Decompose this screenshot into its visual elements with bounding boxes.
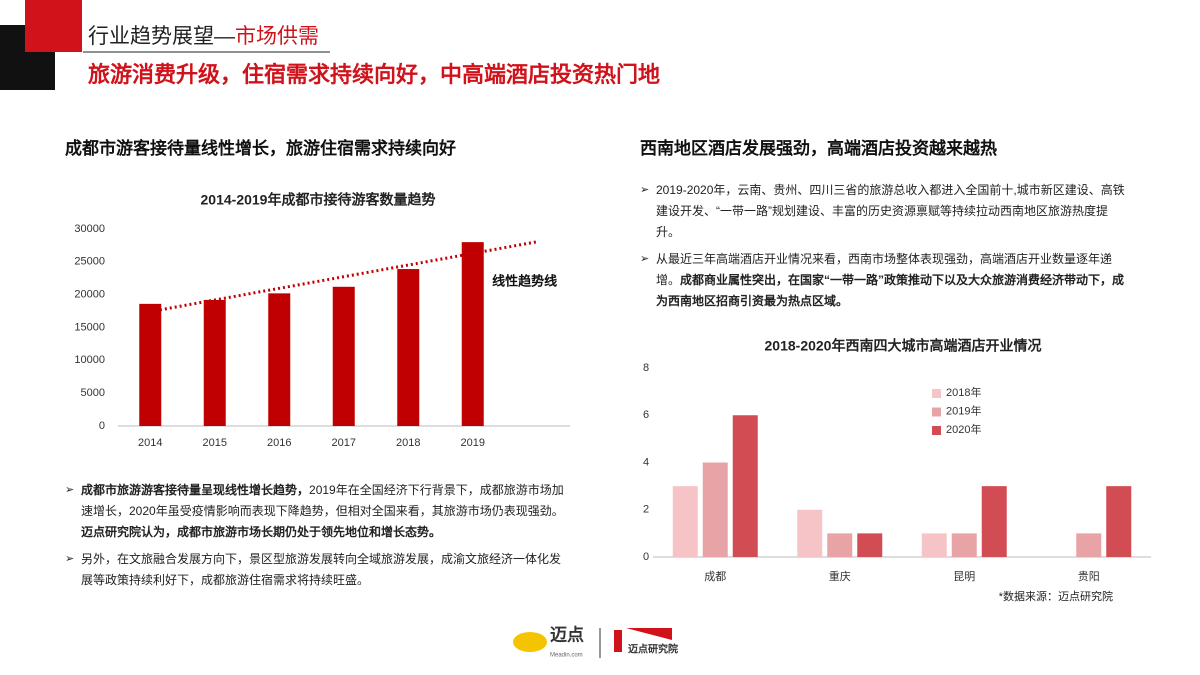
bar bbox=[732, 415, 758, 557]
bullet-text: 成都商业属性突出，在国家“一带一路”政策推动下以及大众旅游消费经济带动下，成为西… bbox=[656, 273, 1125, 308]
legend-swatch bbox=[932, 407, 941, 417]
y-tick-label: 8 bbox=[643, 362, 649, 374]
x-tick-label: 2014 bbox=[138, 437, 162, 449]
bar bbox=[981, 486, 1007, 557]
trendline bbox=[159, 240, 538, 312]
legend-label: 2019年 bbox=[946, 403, 981, 417]
bar bbox=[332, 286, 355, 426]
bar bbox=[1076, 533, 1102, 557]
bullet-text: 迈点研究院认为，成都市旅游市场长期仍处于领先地位和增长态势。 bbox=[81, 525, 442, 539]
bar bbox=[951, 533, 977, 557]
x-tick-label: 昆明 bbox=[953, 570, 975, 583]
y-tick-label: 4 bbox=[643, 456, 649, 468]
bar bbox=[203, 299, 226, 426]
title-prefix: 行业趋势展望— bbox=[88, 25, 235, 48]
bar bbox=[268, 293, 291, 426]
x-tick-label: 2016 bbox=[267, 437, 291, 449]
x-tick-label: 2018 bbox=[396, 437, 420, 449]
y-tick-label: 0 bbox=[643, 551, 649, 563]
y-tick-label: 10000 bbox=[74, 354, 105, 366]
bullet: 2019-2020年，云南、贵州、四川三省的旅游总收入都进入全国前十,城市新区建… bbox=[640, 180, 1125, 243]
bullet-text: 成都市旅游游客接待量呈现线性增长趋势， bbox=[81, 483, 310, 497]
legend-swatch bbox=[932, 426, 941, 435]
bullet-text: 2019-2020年，云南、贵州、四川三省的旅游总收入都进入全国前十,城市新区建… bbox=[656, 183, 1125, 239]
bullet-list: 成都市旅游游客接待量呈现线性增长趋势，2019年在全国经济下行背景下，成都旅游市… bbox=[65, 480, 570, 597]
bar bbox=[672, 486, 698, 557]
bar bbox=[461, 242, 484, 426]
x-tick-label: 贵阳 bbox=[1078, 570, 1100, 583]
y-tick-label: 2 bbox=[643, 504, 649, 516]
section-heading: 成都市游客接待量线性增长，旅游住宿需求持续向好 bbox=[65, 139, 456, 158]
source-note: *数据来源：迈点研究院 bbox=[999, 589, 1113, 603]
bullet: 成都市旅游游客接待量呈现线性增长趋势，2019年在全国经济下行背景下，成都旅游市… bbox=[65, 480, 570, 543]
brand-icon bbox=[614, 630, 622, 652]
footer: 迈点 Meadin.com 迈点研究院 bbox=[513, 624, 678, 659]
y-tick-label: 15000 bbox=[74, 321, 105, 333]
bar bbox=[827, 533, 853, 557]
x-tick-label: 2019 bbox=[461, 437, 485, 449]
brand-flag bbox=[626, 628, 672, 640]
chart-title: 2014-2019年成都市接待游客数量趋势 bbox=[201, 192, 436, 208]
bullet: 另外，在文旅融合发展方向下，景区型旅游发展转向全域旅游发展，成渝文旅经济一体化发… bbox=[65, 549, 570, 591]
x-tick-label: 2017 bbox=[332, 437, 356, 449]
bar bbox=[1106, 486, 1132, 557]
logo-sub: Meadin.com bbox=[550, 653, 583, 659]
subtitle: 旅游消费升级，住宿需求持续向好，中高端酒店投资热门地 bbox=[88, 62, 660, 87]
y-tick-label: 6 bbox=[643, 409, 649, 421]
bullet-text: 2019年在全国经济下行背景下，成都旅游市场加速增长，2020年虽受疫情影响而表… bbox=[81, 483, 564, 518]
logo-text: 迈点 bbox=[550, 624, 584, 644]
chart-title: 2018-2020年西南四大城市高端酒店开业情况 bbox=[765, 338, 1042, 354]
bar bbox=[702, 462, 728, 557]
section-heading: 西南地区酒店发展强劲，高端酒店投资越来越热 bbox=[640, 139, 997, 158]
x-tick-label: 重庆 bbox=[829, 569, 851, 583]
bar bbox=[397, 269, 420, 426]
y-tick-label: 30000 bbox=[74, 223, 105, 235]
trendline-label: 线性趋势线 bbox=[492, 273, 557, 288]
legend-swatch bbox=[932, 389, 941, 398]
bar bbox=[139, 303, 162, 426]
legend-label: 2020年 bbox=[946, 422, 981, 436]
logo-icon bbox=[513, 632, 547, 652]
bar bbox=[857, 533, 883, 557]
y-tick-label: 25000 bbox=[74, 256, 105, 268]
bar bbox=[797, 509, 823, 557]
bullet: 从最近三年高端酒店开业情况来看，西南市场整体表现强劲，高端酒店开业数量逐年递增。… bbox=[640, 249, 1125, 312]
bar bbox=[921, 533, 947, 557]
y-tick-label: 0 bbox=[99, 420, 105, 432]
legend-label: 2018年 bbox=[946, 385, 981, 399]
page-title: 行业趋势展望—市场供需 bbox=[88, 25, 319, 48]
title-highlight: 市场供需 bbox=[235, 25, 319, 48]
decor-red bbox=[25, 0, 82, 52]
bullet-text: 另外，在文旅融合发展方向下，景区型旅游发展转向全域旅游发展，成渝文旅经济一体化发… bbox=[81, 552, 562, 587]
y-tick-label: 5000 bbox=[81, 387, 105, 399]
x-tick-label: 2015 bbox=[203, 437, 227, 449]
bullet-list: 2019-2020年，云南、贵州、四川三省的旅游总收入都进入全国前十,城市新区建… bbox=[640, 180, 1125, 318]
bullet-text: 从最近三年高端酒店开业情况来看，西南市场整体表现强劲，高端酒店开业数量逐年递增。 bbox=[656, 252, 1113, 287]
brand-text: 迈点研究院 bbox=[628, 643, 678, 656]
y-tick-label: 20000 bbox=[74, 289, 105, 301]
x-tick-label: 成都 bbox=[704, 570, 726, 583]
